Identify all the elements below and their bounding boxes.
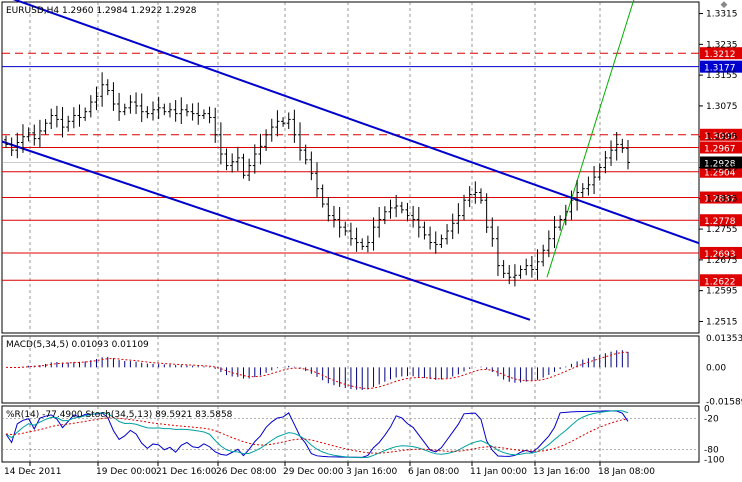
price-grid	[29, 2, 703, 333]
level-price-box	[700, 60, 742, 73]
level-price-box	[700, 47, 742, 60]
time-axis-label: 21 Dec 16:00	[156, 467, 217, 477]
level-price-box	[700, 246, 742, 259]
level-price-label: 1.2967	[704, 144, 736, 154]
price-axis-label: 1.2675	[706, 256, 738, 266]
level-price-box	[700, 214, 742, 227]
time-axis: 14 Dec 2011 19 Dec 00:00 21 Dec 16:00 26 De…	[4, 462, 655, 477]
time-axis-label: 3 Jan 16:00	[346, 467, 398, 477]
price-axis-label: 1.2835	[706, 194, 738, 204]
osc-axis-label: 0	[704, 405, 710, 415]
level-price-label: 1.3212	[704, 50, 736, 60]
level-price-label: 1.2778	[704, 217, 736, 227]
level-price-box	[700, 191, 742, 204]
level-price-label: 1.2622	[704, 277, 736, 287]
price-axis-label: 1.3075	[706, 102, 738, 112]
macd-histogram	[11, 350, 629, 391]
level-price-box	[700, 165, 742, 178]
time-axis-label: 29 Dec 00:00	[283, 467, 344, 477]
macd-axis-label: -0.01589	[706, 398, 742, 408]
level-price-label: 1.3177	[704, 64, 736, 74]
price-panel[interactable]: 1.3212 1.3177 1.3000 1.2967 1.2904 1.2837 1.27…	[1, 0, 742, 334]
channel-upper-line	[12, 0, 700, 245]
williams-r-line	[5, 410, 629, 458]
macd-signal	[5, 351, 629, 390]
macd-panel[interactable]: 0.01353 0.00 -0.01589 MACD(5,34,5) 0.01093…	[1, 334, 742, 408]
time-axis-label: 6 Jan 08:00	[408, 467, 460, 477]
time-axis-label: 13 Jan 16:00	[533, 467, 590, 477]
macd-grid	[29, 336, 601, 403]
level-price-box	[700, 141, 742, 154]
time-axis-label: 26 Dec 08:00	[216, 467, 277, 477]
macd-axis: 0.01353 0.00 -0.01589	[706, 334, 742, 408]
channel-lower-line	[1, 140, 531, 321]
price-axis-label: 1.3315	[706, 10, 738, 20]
oscillator-grid	[2, 406, 699, 462]
price-axis-label: 1.2915	[706, 164, 738, 174]
price-axis-label: 1.2515	[706, 317, 738, 327]
price-axis-label: 1.3235	[706, 40, 738, 50]
price-channel	[1, 0, 700, 321]
price-axis-label: 1.2755	[706, 225, 738, 235]
price-axis-label: 1.3155	[706, 71, 738, 81]
current-price-label: 1.2928	[704, 159, 736, 169]
price-axis: 1.3315 1.3235 1.3155 1.3075 1.2995 1.2915 1.28…	[706, 10, 738, 328]
oscillator-panel-frame	[1, 405, 700, 463]
price-axis-label: 1.2995	[706, 133, 738, 143]
level-price-label: 1.2837	[704, 195, 736, 205]
osc-axis-label: -100	[704, 455, 725, 465]
oscillator-title: %R(14) -77.4900 Stoch(34,5,13) 89.5921 8…	[6, 410, 233, 420]
price-panel-frame	[1, 1, 700, 334]
macd-signal-line	[5, 351, 629, 390]
level-price-box	[700, 274, 742, 287]
level-price-label: 1.2693	[704, 250, 736, 260]
stoch-signal-line	[5, 417, 629, 454]
time-axis-label: 19 Dec 00:00	[96, 467, 157, 477]
current-price-box	[700, 156, 742, 169]
time-axis-label: 11 Jan 00:00	[470, 467, 527, 477]
oscillator-axis: 0-20 -80-100	[704, 405, 725, 466]
oscillator-panel[interactable]: 0-20 -80-100 %R(14) -77.4900 Stoch(34,5,1…	[1, 405, 725, 466]
osc-axis-label: -20	[704, 415, 719, 425]
level-price-label: 1.2904	[704, 169, 736, 179]
macd-title: MACD(5,34,5) 0.01093 0.01109	[6, 340, 149, 350]
price-chart-title: EURUSD,H4 1.2960 1.2984 1.2922 1.2928	[6, 6, 197, 16]
price-levels: 1.3212 1.3177 1.3000 1.2967 1.2904 1.2837 1.27…	[2, 47, 742, 287]
osc-axis-label: -80	[704, 445, 719, 455]
level-price-box	[700, 128, 742, 141]
price-axis-label: 1.2595	[706, 287, 738, 297]
time-axis-label: 14 Dec 2011	[4, 467, 62, 477]
oscillator-lines	[5, 410, 629, 459]
price-bars	[4, 72, 630, 287]
level-price-label: 1.3000	[704, 132, 736, 142]
uptrend-line	[546, 0, 635, 278]
scroll-arrow-icon[interactable]: ◆	[721, 0, 728, 10]
macd-axis-label: 0.00	[706, 363, 726, 373]
stoch-main-line	[5, 410, 629, 459]
time-axis-label: 18 Jan 08:00	[598, 467, 655, 477]
macd-axis-label: 0.01353	[706, 334, 742, 344]
